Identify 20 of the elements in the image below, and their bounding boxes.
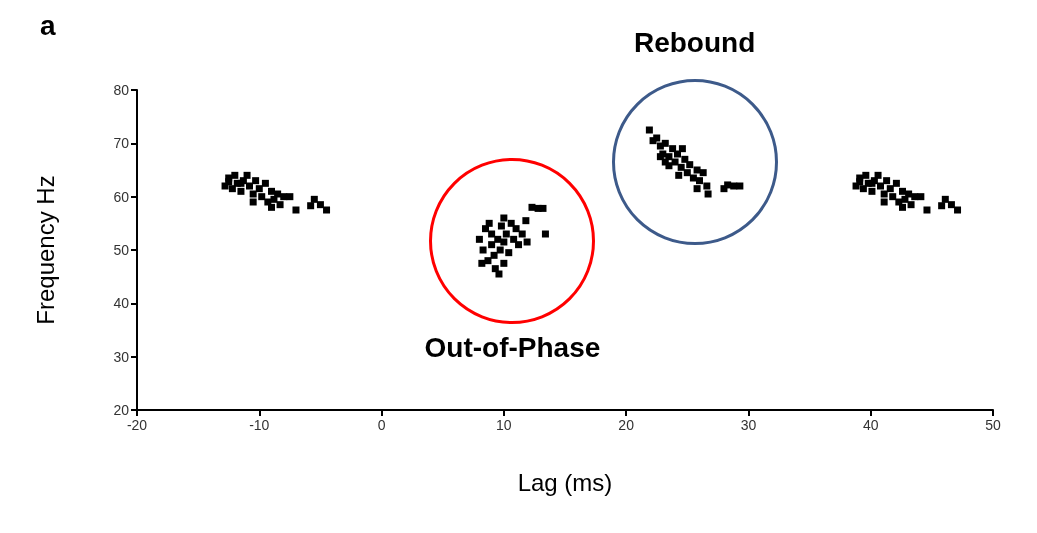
text: Rebound xyxy=(632,27,757,59)
x-tick-label: 40 xyxy=(862,417,879,433)
x-tick-label: 30 xyxy=(740,417,757,433)
x-axis-title: Lag (ms) xyxy=(517,468,613,496)
y-axis-title: Frequency Hz xyxy=(31,175,59,325)
y-tick-label: 30 xyxy=(113,348,130,365)
x-tick-label: 20 xyxy=(618,417,635,433)
y-tick-label: 40 xyxy=(113,295,130,312)
y-tick-label: 70 xyxy=(113,135,130,152)
x-tick-label: 0 xyxy=(377,417,386,433)
x-tick-label: -20 xyxy=(126,417,148,433)
y-tick-label: 60 xyxy=(113,188,130,205)
x-tick-label: -10 xyxy=(249,417,270,433)
y-tick-label: 20 xyxy=(113,402,130,418)
x-tick-label: 50 xyxy=(985,417,1001,433)
x-tick-label: 10 xyxy=(496,417,512,433)
y-tick-label: 80 xyxy=(113,82,130,98)
annotation: Out-of-Phase xyxy=(423,331,602,364)
y-tick-label: 50 xyxy=(113,242,130,258)
text: a xyxy=(40,10,56,42)
